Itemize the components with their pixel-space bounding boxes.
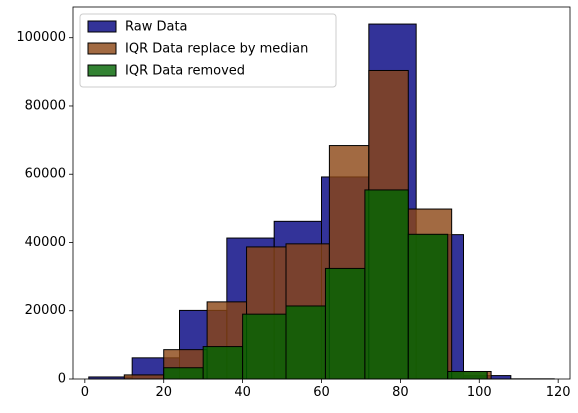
legend-label: IQR Data removed bbox=[125, 64, 245, 79]
series-2 bbox=[163, 189, 488, 380]
y-tick-label: 60000 bbox=[25, 167, 66, 182]
legend: Raw Data IQR Data replace by median IQR Da… bbox=[79, 13, 337, 88]
y-tick-label: 20000 bbox=[25, 303, 66, 318]
histogram-bar bbox=[285, 305, 326, 380]
x-axis: 0 20 40 60 80 100 120 bbox=[81, 379, 571, 400]
x-tick-label: 120 bbox=[546, 385, 571, 400]
histogram-bar bbox=[364, 189, 409, 380]
legend-swatch bbox=[87, 42, 117, 55]
plot-area bbox=[88, 23, 555, 380]
legend-swatch bbox=[87, 64, 117, 77]
x-tick-label: 100 bbox=[467, 385, 492, 400]
y-tick-label: 0 bbox=[58, 372, 66, 387]
axes-frame bbox=[72, 6, 571, 380]
histogram-bar bbox=[123, 374, 165, 380]
histogram-bar bbox=[324, 267, 366, 380]
y-tick-label: 100000 bbox=[16, 30, 66, 45]
x-tick-label: 40 bbox=[234, 385, 251, 400]
y-tick-label: 40000 bbox=[25, 235, 66, 250]
x-tick-label: 60 bbox=[313, 385, 330, 400]
x-tick-label: 20 bbox=[155, 385, 172, 400]
y-axis: 0 20000 40000 60000 80000 100000 bbox=[16, 30, 73, 387]
legend-swatch bbox=[87, 20, 117, 33]
x-tick-label: 0 bbox=[81, 385, 89, 400]
y-tick-label: 80000 bbox=[25, 98, 66, 113]
histogram-bar bbox=[242, 313, 287, 380]
histogram-bar bbox=[163, 367, 204, 380]
histogram-bar bbox=[447, 370, 488, 380]
histogram-bar bbox=[407, 233, 449, 380]
x-tick-label: 80 bbox=[392, 385, 409, 400]
legend-label: IQR Data replace by median bbox=[125, 42, 308, 57]
legend-box bbox=[79, 13, 337, 88]
legend-label: Raw Data bbox=[125, 20, 188, 35]
histogram-bar bbox=[202, 346, 244, 380]
